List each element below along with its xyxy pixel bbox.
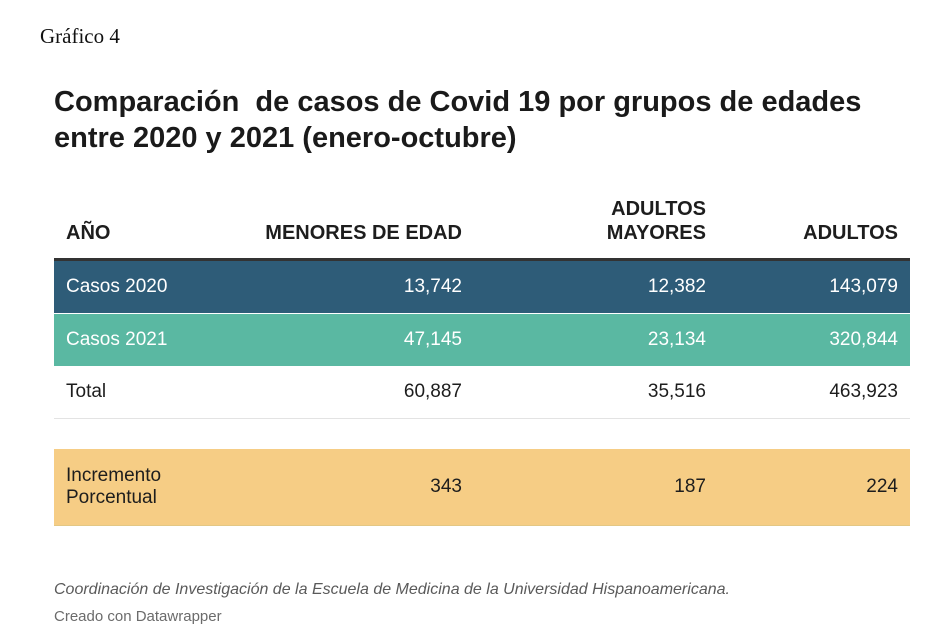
table-row: Casos 2020 13,742 12,382 143,079 xyxy=(54,261,910,314)
cell-adults: 320,844 xyxy=(829,329,898,350)
header-adults: ADULTOS xyxy=(803,222,898,244)
cell-minors: 47,145 xyxy=(403,329,462,350)
row-label: Total xyxy=(66,381,107,402)
chart-title: Comparación de casos de Covid 19 por gru… xyxy=(54,86,870,154)
cell-older-adults: 23,134 xyxy=(647,329,706,350)
row-spacer xyxy=(54,419,910,449)
data-table: AÑO MENORES DE EDAD ADULTOS MAYORES ADULT… xyxy=(54,194,910,526)
table-row: Casos 2021 47,145 23,134 320,844 xyxy=(54,314,910,366)
source-note: Coordinación de Investigación de la Escu… xyxy=(54,581,730,598)
table-row: Total 60,887 35,516 463,923 xyxy=(54,366,910,419)
cell-older-adults: 35,516 xyxy=(647,381,706,402)
cell-adults: 224 xyxy=(866,476,898,497)
cell-minors: 343 xyxy=(430,476,462,497)
table-row: Incremento Porcentual 343 187 224 xyxy=(54,449,910,526)
cell-adults: 463,923 xyxy=(829,381,898,402)
header-older-adults: ADULTOS MAYORES xyxy=(606,198,706,244)
figure-label: Gráfico 4 xyxy=(40,24,120,48)
table-header: AÑO MENORES DE EDAD ADULTOS MAYORES ADULT… xyxy=(54,194,910,261)
cell-older-adults: 12,382 xyxy=(647,276,706,297)
credit-link[interactable]: Creado con Datawrapper xyxy=(54,608,222,625)
row-label: Casos 2020 xyxy=(66,276,168,297)
header-minors: MENORES DE EDAD xyxy=(265,222,462,244)
cell-minors: 13,742 xyxy=(403,276,462,297)
row-label: Incremento Porcentual xyxy=(66,465,162,508)
row-label: Casos 2021 xyxy=(66,329,168,350)
cell-minors: 60,887 xyxy=(403,381,462,402)
cell-older-adults: 187 xyxy=(674,476,706,497)
header-year: AÑO xyxy=(66,222,111,244)
cell-adults: 143,079 xyxy=(829,276,898,297)
